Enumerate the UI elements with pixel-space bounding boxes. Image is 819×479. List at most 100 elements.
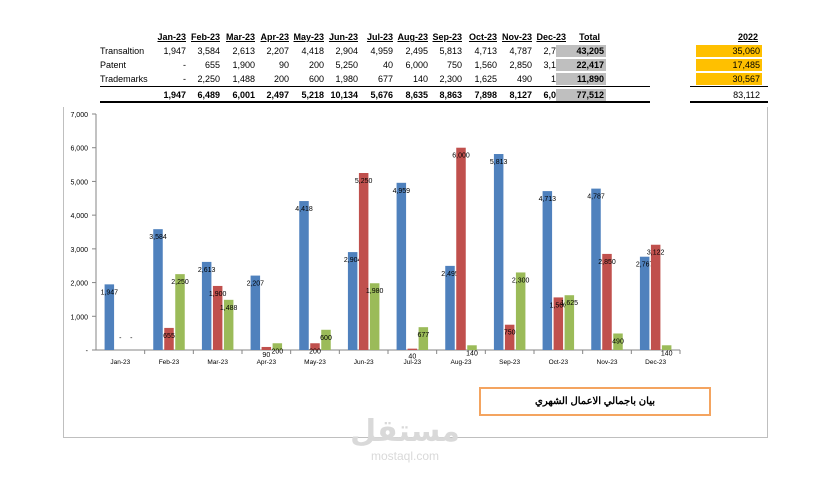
bar: [223, 299, 234, 350]
grand-total-value: 77,512: [556, 89, 606, 101]
x-tick-label: Jul-23: [403, 359, 421, 366]
column-header: Aug-23: [397, 32, 428, 42]
watermark-url: mostaql.com: [370, 449, 440, 463]
table-cell: 4,959: [370, 46, 393, 56]
column-header: Feb-23: [190, 32, 220, 42]
column-header: Jul-23: [366, 32, 393, 42]
table-cell: 750: [446, 60, 462, 70]
grand-total-cell: 6,489: [197, 90, 220, 100]
year-2022-cell: 30,567: [696, 73, 762, 85]
bar: [493, 154, 504, 350]
bar: [321, 329, 331, 350]
table-cell: 2,207: [266, 46, 289, 56]
chart-border-left: [63, 107, 64, 437]
table-cell: 1,560: [474, 60, 497, 70]
data-label: 4,713: [539, 196, 557, 203]
column-header: Nov-23: [501, 32, 532, 42]
x-tick-label: Aug-23: [451, 359, 472, 366]
data-label: 2,207: [247, 281, 265, 288]
bar: [418, 327, 429, 350]
x-tick-label: Mar-23: [207, 359, 228, 366]
bar: [272, 343, 283, 350]
x-tick-label: May-23: [304, 359, 326, 366]
table-cell: 1,488: [232, 74, 255, 84]
table-cell: 90: [278, 60, 289, 70]
table-cell: 2,250: [197, 74, 220, 84]
bar: [310, 343, 320, 350]
year-2022-cell: 17,485: [696, 59, 762, 71]
column-header: Dec-23: [536, 32, 566, 42]
grand-total-cell: 8,127: [509, 90, 532, 100]
data-label: 5,813: [490, 159, 508, 166]
bar: [396, 182, 407, 350]
x-tick-label: Jan-23: [110, 359, 130, 366]
table-cell: 4,418: [301, 46, 324, 56]
total-column-header: Total: [579, 32, 600, 42]
bar: [407, 348, 418, 350]
bar: [299, 201, 309, 350]
row-total-cell: 11,890: [556, 73, 606, 85]
data-label: 2,250: [171, 279, 189, 286]
grand-total-cell: 5,218: [301, 90, 324, 100]
grand-total-cell: 6,029: [543, 90, 566, 100]
bar: [661, 345, 672, 350]
bar: [347, 252, 358, 350]
column-header: May-23: [293, 32, 324, 42]
data-label: 1,625: [561, 300, 579, 307]
bar: [613, 333, 623, 350]
table-cell: 2,613: [232, 46, 255, 56]
year-rule-top: [690, 86, 768, 87]
bar: [602, 253, 612, 350]
data-label: 1,980: [366, 288, 384, 295]
table-cell: 2,300: [439, 74, 462, 84]
grand-total-cell: 6,001: [232, 90, 255, 100]
table-cell: 2,767: [543, 46, 566, 56]
data-label: 2,767: [636, 262, 654, 269]
grand-total-cell: 8,635: [405, 90, 428, 100]
column-header: Apr-23: [260, 32, 289, 42]
data-label: 4,959: [393, 188, 411, 195]
data-label: 4,787: [587, 194, 605, 201]
x-tick-label: Sep-23: [499, 359, 520, 366]
row-total-cell: 43,205: [556, 45, 606, 57]
table-cell: 490: [516, 74, 532, 84]
grand-total-cell: 10,134: [330, 90, 358, 100]
grand-total-cell: 1,947: [163, 90, 186, 100]
table-cell: 2,850: [509, 60, 532, 70]
bar: [358, 173, 369, 350]
x-tick-label: Nov-23: [597, 359, 618, 366]
bar: [542, 191, 553, 350]
bar: [369, 283, 380, 350]
table-cell: 40: [382, 60, 393, 70]
grand-total-cell: 5,676: [370, 90, 393, 100]
data-label: 2,300: [512, 277, 530, 284]
table-cell: 655: [204, 60, 220, 70]
bar: [164, 327, 174, 350]
y-tick-label: 3,000: [70, 247, 88, 254]
table-cell: 200: [273, 74, 289, 84]
row-label: Patent: [100, 60, 127, 70]
table-cell: 3,584: [197, 46, 220, 56]
bar: [445, 265, 455, 350]
bar: [504, 324, 515, 350]
data-label: -: [130, 335, 133, 342]
row-total-cell: 22,417: [556, 59, 606, 71]
data-label: 1,947: [101, 289, 119, 296]
total-rule-top: [100, 86, 650, 87]
bar: [201, 261, 212, 350]
bar: [212, 285, 223, 350]
bar: [515, 272, 526, 350]
chart-caption: بيان باجمالي الاعمال الشهري: [479, 387, 711, 416]
y-tick-label: 1,000: [70, 314, 88, 321]
y-tick-label: 4,000: [70, 213, 88, 220]
watermark: مستقل mostaql.com: [330, 415, 480, 464]
year-rule-bottom: [690, 101, 768, 103]
table-cell: 1,900: [232, 60, 255, 70]
x-tick-label: Oct-23: [549, 359, 569, 366]
data-label: 6,000: [452, 153, 470, 160]
table-cell: -: [183, 60, 186, 70]
column-header: Sep-23: [432, 32, 462, 42]
bar: [650, 244, 661, 350]
data-label: 750: [504, 330, 516, 337]
